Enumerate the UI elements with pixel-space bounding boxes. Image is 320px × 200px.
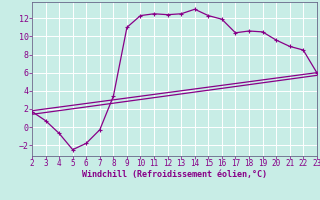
X-axis label: Windchill (Refroidissement éolien,°C): Windchill (Refroidissement éolien,°C)	[82, 170, 267, 179]
